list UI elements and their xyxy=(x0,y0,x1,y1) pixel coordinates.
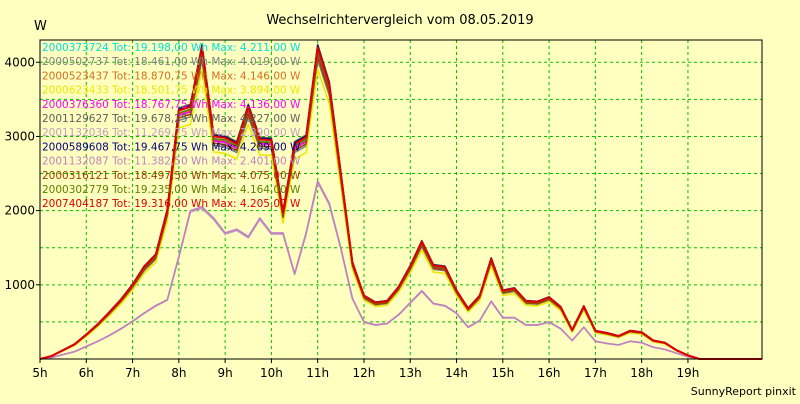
plot-border xyxy=(39,39,763,360)
legend-entry: 2001132036 Tot: 11.269,75 Wh Max: 2.390,… xyxy=(42,127,301,139)
legend-entry: 2000523437 Tot: 18.870,75 Wh Max: 4.146,… xyxy=(42,70,301,82)
x-tick-label: 12h xyxy=(353,366,376,380)
legend-entry: 2001132087 Tot: 11.382,50 Wh Max: 2.401,… xyxy=(42,156,301,168)
x-tick-label: 15h xyxy=(491,366,514,380)
axes: 5h 6h 7h 8h 9h 10h 11h 12h 13h 14h 15h 16h 17h 18h 19h… xyxy=(4,55,699,380)
x-tick-label: 11h xyxy=(306,366,329,380)
legend-entry: 2000623433 Tot: 18.501,75 Wh Max: 3.894,… xyxy=(42,85,301,97)
series-line-11 xyxy=(39,46,762,360)
x-tick-label: 16h xyxy=(538,366,561,380)
footer-credit: SunnyReport pinxit xyxy=(691,385,797,398)
legend-entry: 2000502737 Tot: 18.461,00 Wh Max: 4.019,… xyxy=(42,56,301,68)
legend-entry: 2000316121 Tot: 18.497,50 Wh Max: 4.075,… xyxy=(42,170,301,182)
grid xyxy=(40,40,762,359)
y-tick-label: 3000 xyxy=(4,129,35,143)
y-axis-unit-label: W xyxy=(34,19,47,34)
x-tick-label: 8h xyxy=(171,366,186,380)
x-tick-label: 19h xyxy=(677,366,700,380)
x-tick-label: 17h xyxy=(584,366,607,380)
y-tick-label: 2000 xyxy=(4,204,35,218)
x-tick-label: 6h xyxy=(79,366,94,380)
y-tick-label: 1000 xyxy=(4,278,35,292)
legend-entry: 2000302779 Tot: 19.235,00 Wh Max: 4.164,… xyxy=(42,184,301,196)
legend-entry: 2001129627 Tot: 19.678,25 Wh Max: 4.227,… xyxy=(42,113,301,125)
x-tick-label: 14h xyxy=(445,366,468,380)
x-tick-label: 10h xyxy=(260,366,283,380)
legend-entry: 2007404187 Tot: 19.316,00 Wh Max: 4.205,… xyxy=(42,198,301,210)
legend-entry: 2000376360 Tot: 18.767,75 Wh Max: 4.136,… xyxy=(42,99,301,111)
x-tick-label: 13h xyxy=(399,366,422,380)
legend-entry: 2000373724 Tot: 19.198,00 Wh Max: 4.211,… xyxy=(42,42,301,54)
series-lines xyxy=(39,43,762,360)
x-tick-label: 18h xyxy=(630,366,653,380)
x-tick-label: 9h xyxy=(218,366,233,380)
y-tick-label: 4000 xyxy=(4,55,35,69)
series-line-3 xyxy=(39,68,762,360)
legend: 2000373724 Tot: 19.198,00 Wh Max: 4.211,… xyxy=(42,42,301,210)
series-line-8 xyxy=(39,180,762,360)
chart-title: Wechselrichtervergleich vom 08.05.2019 xyxy=(266,13,533,28)
x-tick-label: 5h xyxy=(32,366,47,380)
legend-entry: 2000589608 Tot: 19.467,75 Wh Max: 4.209,… xyxy=(42,141,301,153)
x-tick-label: 7h xyxy=(125,366,140,380)
